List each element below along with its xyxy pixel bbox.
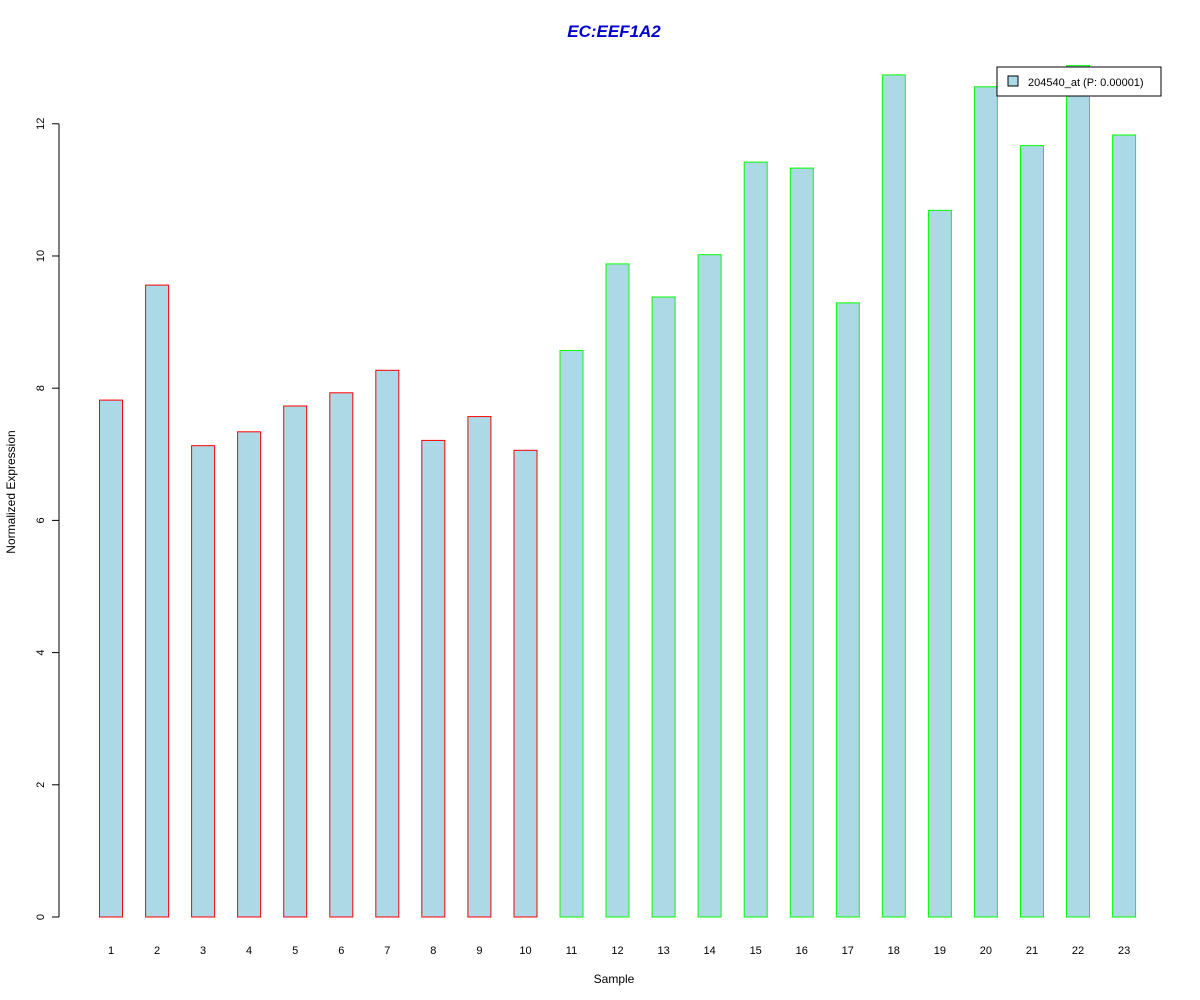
x-axis-tick-label: 3 xyxy=(200,945,206,957)
x-axis-tick-label: 4 xyxy=(246,945,252,957)
bar xyxy=(973,86,998,918)
x-axis-tick-label: 8 xyxy=(430,945,436,957)
bar xyxy=(651,296,676,918)
x-axis-tick-label: 6 xyxy=(338,945,344,957)
bar xyxy=(283,405,308,918)
x-axis-tick-label: 17 xyxy=(842,945,854,957)
x-axis-tick-label: 23 xyxy=(1118,945,1130,957)
y-axis-tick-label: 6 xyxy=(35,517,47,523)
legend-swatch xyxy=(1007,75,1019,87)
bar xyxy=(605,263,630,918)
x-axis-tick-label: 7 xyxy=(384,945,390,957)
bar xyxy=(513,449,538,918)
x-axis-tick-label: 2 xyxy=(154,945,160,957)
x-axis-tick-label: 12 xyxy=(611,945,623,957)
x-axis-tick-label: 5 xyxy=(292,945,298,957)
legend: 204540_at (P: 0.00001) xyxy=(996,66,1162,97)
bar xyxy=(375,369,400,918)
x-axis-tick-label: 13 xyxy=(657,945,669,957)
x-axis-tick-label: 16 xyxy=(796,945,808,957)
x-axis-tick-label: 14 xyxy=(703,945,715,957)
y-axis-tick-label: 12 xyxy=(35,118,47,130)
bar xyxy=(743,161,768,918)
bar xyxy=(329,392,354,918)
legend-label: 204540_at (P: 0.00001) xyxy=(1028,77,1144,89)
bar xyxy=(881,74,906,918)
bar xyxy=(1020,145,1044,918)
x-axis-tick-label: 15 xyxy=(750,945,762,957)
y-axis-tick-label: 10 xyxy=(35,250,47,262)
y-axis-tick-label: 0 xyxy=(35,914,47,920)
bar xyxy=(927,209,952,918)
y-axis-tick-label: 2 xyxy=(35,782,47,788)
x-axis-tick-label: 19 xyxy=(934,945,946,957)
bar xyxy=(237,431,262,918)
bar xyxy=(559,350,584,918)
bar xyxy=(145,284,170,918)
y-axis-tick-label: 8 xyxy=(35,385,47,391)
y-axis-tick-label: 4 xyxy=(35,650,47,656)
y-axis-label: Normalized Expression xyxy=(4,430,18,553)
bar xyxy=(1112,134,1137,918)
x-axis-tick-label: 21 xyxy=(1026,945,1038,957)
bar xyxy=(467,416,492,918)
x-axis-tick-label: 18 xyxy=(888,945,900,957)
bars xyxy=(99,65,1137,918)
y-axis: 0 2 4 6 8 10 12 xyxy=(35,118,60,920)
bar xyxy=(697,254,722,918)
x-axis-tick-label: 9 xyxy=(476,945,482,957)
x-axis-tick-label: 1 xyxy=(108,945,114,957)
x-axis-tick-label: 11 xyxy=(566,945,577,957)
chart-title: EC:EEF1A2 xyxy=(567,22,661,41)
x-axis-tick-labels: 1 2 3 4 5 6 7 8 9 10 11 12 13 14 15 16 17 18 19 20 21 22 23 xyxy=(108,945,1130,957)
bar xyxy=(191,445,216,918)
bar xyxy=(99,399,123,918)
bar xyxy=(789,167,814,918)
bar xyxy=(1066,65,1090,918)
bar xyxy=(835,302,860,918)
x-axis-tick-label: 22 xyxy=(1072,945,1084,957)
x-axis-tick-label: 10 xyxy=(519,945,531,957)
legend-box xyxy=(996,66,1162,97)
x-axis-tick-label: 20 xyxy=(980,945,992,957)
x-axis-label: Sample xyxy=(594,972,635,986)
bar xyxy=(421,439,446,918)
